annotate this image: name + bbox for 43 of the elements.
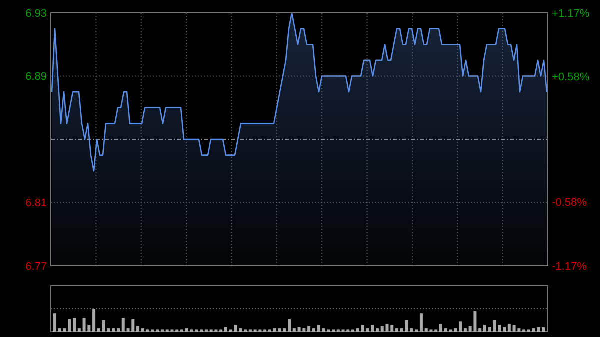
bar — [498, 325, 502, 332]
bar — [400, 328, 404, 332]
bar — [371, 325, 374, 332]
bar — [53, 314, 56, 332]
bar — [356, 328, 360, 332]
y-tick-label: 6.81 — [26, 198, 47, 210]
bar — [459, 322, 462, 332]
bar — [292, 328, 296, 332]
bar — [312, 328, 316, 332]
bar — [116, 328, 120, 332]
bar — [376, 328, 379, 332]
bar — [390, 325, 394, 332]
y-tick-label: 6.93 — [26, 8, 47, 20]
y2-tick-label: +1.17% — [552, 8, 590, 20]
bar — [122, 318, 125, 332]
bar — [508, 324, 511, 332]
y-tick-label: 6.77 — [26, 260, 47, 273]
bar — [503, 327, 506, 332]
bar — [97, 328, 100, 332]
bar — [308, 326, 311, 332]
bar — [444, 328, 448, 332]
bar — [396, 328, 399, 332]
bar — [78, 328, 81, 332]
bar — [440, 324, 442, 332]
bar — [464, 328, 467, 332]
bar — [224, 327, 228, 332]
bar — [68, 319, 72, 332]
bar — [483, 325, 486, 332]
bar — [141, 328, 144, 332]
bar — [283, 328, 286, 332]
bar — [185, 328, 188, 332]
bar — [478, 328, 482, 332]
bar — [112, 328, 116, 332]
y2-tick-label: +0.58% — [552, 72, 590, 84]
y2-tick-label: -1.17% — [552, 260, 588, 273]
y2-tick-label: -0.58% — [552, 197, 588, 210]
bar — [288, 319, 292, 332]
bar — [542, 327, 546, 332]
bar — [136, 326, 140, 332]
bar — [73, 318, 76, 332]
y-tick-label: 6.89 — [26, 71, 47, 84]
bar — [92, 309, 96, 332]
bar — [420, 314, 423, 332]
